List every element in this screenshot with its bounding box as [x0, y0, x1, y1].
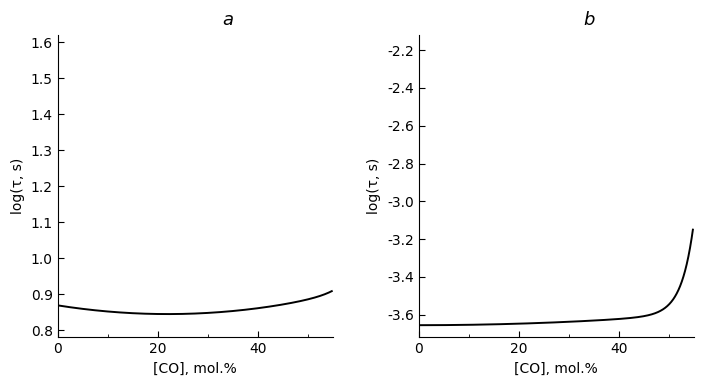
Text: b: b: [584, 11, 595, 29]
Y-axis label: log(τ, s): log(τ, s): [11, 158, 25, 214]
X-axis label: [CO], mol.%: [CO], mol.%: [515, 362, 599, 376]
Y-axis label: log(τ, s): log(τ, s): [367, 158, 381, 214]
Text: a: a: [223, 11, 234, 29]
X-axis label: [CO], mol.%: [CO], mol.%: [153, 362, 237, 376]
